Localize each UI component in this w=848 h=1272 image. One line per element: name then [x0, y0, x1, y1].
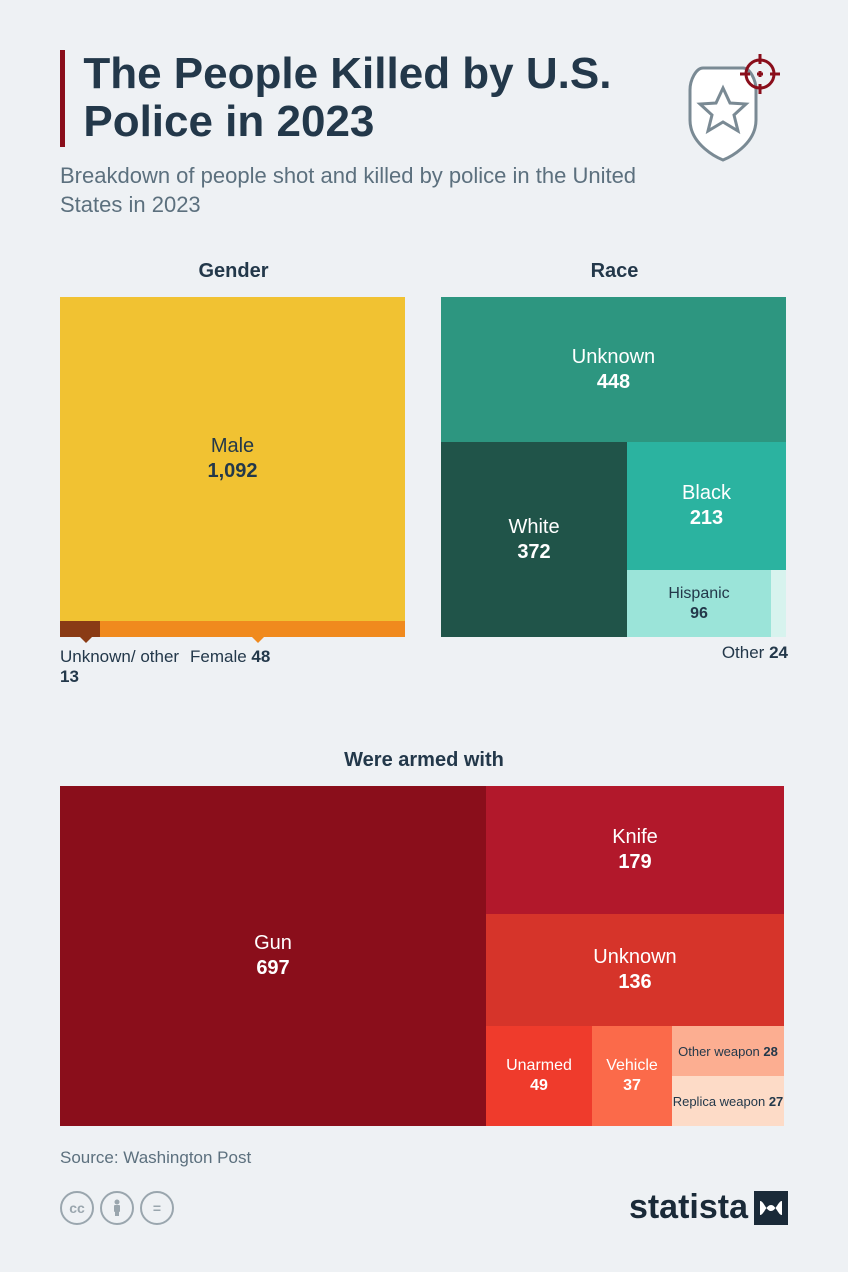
cell-value: 37 [623, 1076, 641, 1096]
treemap-cell: Gun697 [60, 786, 486, 1126]
page-subtitle: Breakdown of people shot and killed by p… [60, 161, 638, 220]
armed-chart-title: Were armed with [60, 749, 788, 772]
cc-icon: cc [60, 1191, 94, 1225]
cell-label: Hispanic [668, 584, 729, 604]
gender-chart-title: Gender [60, 260, 407, 283]
race-treemap: Unknown448White372Black213Hispanic96 [441, 297, 786, 637]
treemap-cell: Male1,092 [60, 297, 405, 621]
race-other-value: 24 [769, 643, 788, 662]
treemap-cell: Black213 [627, 442, 786, 570]
cell-value: 213 [690, 506, 723, 531]
cell-value: 179 [618, 850, 651, 875]
treemap-cell: Hispanic96 [627, 570, 771, 637]
cell-value: 697 [256, 956, 289, 981]
treemap-cell: Unknown136 [486, 914, 784, 1026]
gender-callout: Female 48 [190, 647, 320, 667]
cell-label: White [508, 515, 559, 540]
page-title: The People Killed by U.S. Police in 2023 [83, 50, 638, 147]
treemap-cell: White372 [441, 442, 627, 637]
cell-value: 372 [517, 540, 550, 565]
treemap-cell [771, 570, 786, 637]
treemap-cell [100, 621, 405, 637]
gender-treemap: Male1,092 [60, 297, 405, 637]
cell-label: Unknown [593, 945, 676, 970]
cell-value: 96 [690, 604, 708, 624]
cell-label: Unknown [572, 345, 655, 370]
cell-value: 448 [597, 370, 630, 395]
treemap-cell: Vehicle37 [592, 1026, 672, 1126]
treemap-cell: Replica weapon 27 [672, 1076, 784, 1126]
cell-label: Unarmed [506, 1056, 572, 1076]
cell-value: 136 [618, 970, 651, 995]
cc-license-icons: cc = [60, 1191, 174, 1225]
race-chart-title: Race [441, 260, 788, 283]
nd-icon: = [140, 1191, 174, 1225]
gender-callout: Unknown/ other 13 [60, 647, 190, 687]
treemap-cell: Unknown448 [441, 297, 786, 442]
brand-text: statista [629, 1188, 748, 1227]
cell-label: Gun [254, 931, 292, 956]
shield-crosshair-icon [658, 50, 788, 170]
statista-logo: statista [629, 1188, 788, 1227]
title-accent-bar [60, 50, 65, 147]
race-other-callout: Other 24 [722, 643, 788, 662]
cell-label: Male [211, 434, 254, 459]
cell-label: Black [682, 481, 731, 506]
by-icon [100, 1191, 134, 1225]
source-text: Source: Washington Post [60, 1148, 788, 1168]
treemap-cell: Unarmed49 [486, 1026, 592, 1126]
cell-label: Knife [612, 825, 658, 850]
treemap-cell: Other weapon 28 [672, 1026, 784, 1076]
header: The People Killed by U.S. Police in 2023… [60, 50, 788, 220]
treemap-cell [60, 621, 100, 637]
cell-value: 1,092 [207, 459, 257, 484]
race-other-label: Other [722, 643, 765, 662]
cell-value: 49 [530, 1076, 548, 1096]
treemap-cell: Knife179 [486, 786, 784, 914]
armed-treemap: Gun697Knife179Unknown136Unarmed49Vehicle… [60, 786, 784, 1126]
cell-label: Vehicle [606, 1056, 658, 1076]
